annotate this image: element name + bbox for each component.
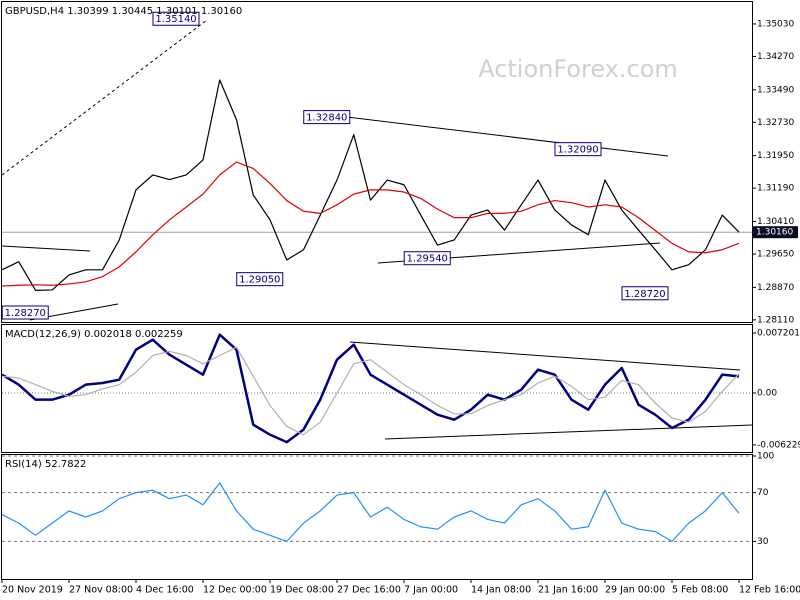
x-tick-label: 21 Jan 16:00	[538, 585, 598, 596]
x-tick-label: 27 Dec 16:00	[337, 585, 401, 596]
watermark: ActionForex.com	[478, 55, 678, 83]
annotation-box	[152, 11, 200, 26]
annotation-box	[236, 272, 284, 287]
y-tick-label: 30	[757, 537, 769, 547]
annotation-label: 1.29050	[239, 275, 280, 286]
y-tick-label: 1.32730	[757, 118, 794, 128]
trend-lines	[1, 19, 753, 440]
x-tick-label: 5 Feb 08:00	[672, 585, 728, 596]
annotation-box	[1, 305, 49, 320]
y-tick-label: 1.31190	[757, 184, 794, 194]
trend-line	[1, 19, 208, 176]
trend-line	[384, 424, 753, 440]
x-tick-label: 4 Dec 16:00	[136, 585, 194, 596]
series-line	[1, 482, 740, 542]
y-tick-label: -0.006229	[757, 440, 800, 450]
series-line	[1, 161, 740, 287]
macd-frame	[1, 324, 753, 453]
series-line	[1, 79, 740, 291]
last-price-label: 1.30160	[756, 228, 793, 238]
rsi-frame	[1, 454, 753, 580]
panel-title: GBPUSD,H4 1.30399 1.30445 1.30101 1.3016…	[5, 6, 242, 17]
annotation-box	[303, 110, 351, 125]
x-tick-label: 12 Dec 00:00	[203, 585, 267, 596]
y-tick-label: 1.35030	[757, 19, 794, 29]
price-frame	[1, 1, 753, 323]
x-tick-label: 12 Feb 16:00	[739, 585, 800, 596]
x-tick-label: 7 Jan 00:00	[404, 585, 458, 596]
y-tick-label: 1.28870	[757, 283, 794, 293]
x-tick-label: 27 Nov 08:00	[69, 585, 133, 596]
y-tick-label: 0.007201	[757, 328, 800, 338]
y-tick-label: 70	[757, 488, 769, 498]
y-tick-label: 100	[757, 452, 774, 462]
y-tick-label: 1.33490	[757, 85, 794, 95]
annotation-label: 1.28270	[5, 308, 46, 319]
x-tick-label: 14 Jan 08:00	[471, 585, 531, 596]
series-line	[1, 333, 740, 444]
annotation-box	[403, 251, 451, 266]
y-tick-label: 1.31950	[757, 151, 794, 161]
y-tick-label: 1.30410	[757, 217, 794, 227]
trend-line	[1, 245, 91, 252]
y-tick-label: 1.28110	[757, 315, 794, 325]
annotation-label: 1.32090	[557, 145, 598, 156]
panel-title: RSI(14) 52.7822	[5, 459, 86, 470]
annotation-label: 1.28720	[624, 289, 665, 300]
last-price-box	[752, 226, 798, 239]
series-line	[1, 346, 740, 436]
trend-line	[346, 116, 669, 157]
y-tick-label: 1.34270	[757, 52, 794, 62]
y-tick-label: 0.00	[757, 389, 777, 399]
annotation-label: 1.32840	[306, 113, 347, 124]
annotation-label: 1.35140	[155, 14, 196, 25]
y-tick-label: 1.29650	[757, 250, 794, 260]
annotation-box	[554, 142, 602, 157]
panel-title: MACD(12,26,9) 0.002018 0.002259	[5, 329, 183, 340]
annotation-label: 1.29540	[407, 254, 448, 265]
x-tick-label: 19 Dec 08:00	[270, 585, 334, 596]
annotation-box	[621, 286, 669, 301]
x-tick-label: 29 Jan 00:00	[605, 585, 665, 596]
trend-line	[349, 341, 741, 371]
x-tick-label: 20 Nov 2019	[2, 585, 63, 596]
